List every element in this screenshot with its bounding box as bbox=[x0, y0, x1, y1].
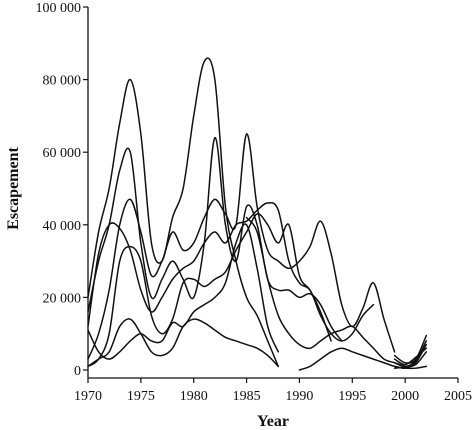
y-tick-label: 0 bbox=[74, 364, 81, 379]
series-line-3 bbox=[87, 133, 396, 360]
y-tick-label: 100 000 bbox=[36, 1, 82, 16]
series-line-10 bbox=[393, 334, 428, 364]
y-tick-label: 80 000 bbox=[43, 74, 82, 89]
x-tick-label: 1990 bbox=[285, 389, 313, 404]
series-line-1 bbox=[87, 57, 280, 368]
x-axis-ticks: 1970 1975 1980 1985 1990 1995 2000 2005 bbox=[74, 378, 472, 404]
x-tick-label: 2005 bbox=[444, 389, 472, 404]
x-tick-label: 1980 bbox=[180, 389, 208, 404]
y-axis-ticks: 0 20 000 40 000 60 000 80 000 100 000 bbox=[36, 1, 88, 379]
y-axis-title: Escapement bbox=[5, 147, 22, 230]
series-line-11 bbox=[393, 340, 428, 368]
x-tick-label: 1995 bbox=[338, 389, 366, 404]
series-line-7 bbox=[87, 223, 280, 360]
series-line-8 bbox=[245, 216, 406, 368]
y-tick-label: 40 000 bbox=[43, 219, 82, 234]
y-tick-label: 20 000 bbox=[43, 291, 82, 306]
axes bbox=[87, 7, 458, 379]
x-tick-label: 2000 bbox=[391, 389, 419, 404]
x-axis-title: Year bbox=[257, 413, 289, 430]
series-line-14 bbox=[393, 351, 428, 369]
x-tick-label: 1970 bbox=[74, 389, 102, 404]
x-tick-label: 1975 bbox=[127, 389, 155, 404]
y-tick-label: 60 000 bbox=[43, 146, 82, 161]
series-line-13 bbox=[393, 347, 428, 366]
series-lines bbox=[87, 57, 428, 371]
series-line-2 bbox=[87, 136, 343, 342]
x-tick-label: 1985 bbox=[233, 389, 261, 404]
series-line-5 bbox=[87, 213, 332, 368]
